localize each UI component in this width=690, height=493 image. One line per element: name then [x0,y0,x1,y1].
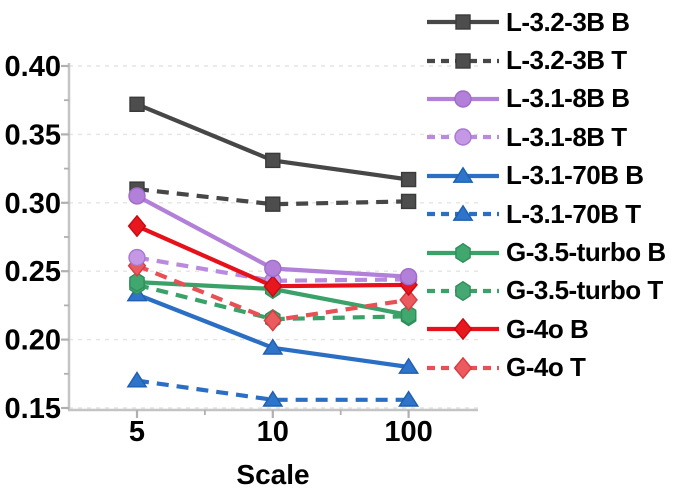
legend-label-l-3-1-8b-t: L-3.1-8B T [506,121,627,152]
legend-item-l-3-1-70b-b: L-3.1-70B B [427,157,666,195]
x-tick-label: 100 [384,416,432,448]
diamond-marker-g-4o-b [127,214,147,238]
square-icon [455,14,471,30]
legend-sample-l-3-1-8b-t [427,128,499,147]
legend-sample-g-3-5-turbo-t [427,280,499,302]
circle-marker-l-3-1-8b-b [128,187,146,205]
legend-sample-g-4o-b [427,318,499,341]
x-axis-title: Scale [236,459,309,490]
x-tick-label: 5 [129,416,145,448]
y-tick-label: 0.30 [5,188,61,220]
square-icon [455,52,471,69]
triangle-icon [452,166,474,183]
legend-sample-g-3-5-turbo-b [427,242,499,263]
chart-legend: L-3.2-3B B L-3.2-3B T L-3.1-8B B L-3.1-8B T… [427,3,666,387]
y-tick-label: 0.35 [5,119,61,151]
hexagon-icon [455,280,471,302]
legend-label-g-3-5-turbo-t: G-3.5-turbo T [506,275,663,306]
diamond-marker-g-4o-t [263,309,283,332]
circle-marker-l-3-1-8b-t [128,248,146,267]
circle-marker-l-3-1-8b-b [264,259,282,278]
legend-label-g-3-5-turbo-b: G-3.5-turbo B [506,237,666,268]
legend-sample-l-3-2-3b-b [427,14,499,30]
legend-label-l-3-1-8b-b: L-3.1-8B B [506,83,630,114]
x-tick-label: 10 [257,416,289,448]
y-tick-label: 0.20 [5,325,61,357]
legend-label-l-3-1-70b-b: L-3.1-70B B [506,160,644,191]
diamond-marker-g-4o-b [263,274,283,298]
series-line-l-3-2-3b-t [136,187,409,207]
legend-label-l-3-2-3b-b: L-3.2-3B B [506,6,630,37]
legend-item-l-3-1-70b-t: L-3.1-70B T [427,195,666,233]
square-marker-l-3-2-3b-b [265,152,281,169]
legend-sample-l-3-1-8b-b [427,90,499,108]
legend-item-g-3-5-turbo-b: G-3.5-turbo B [427,233,666,271]
diamond-icon [453,318,473,341]
legend-item-g-3-5-turbo-t: G-3.5-turbo T [427,272,666,310]
square-marker-l-3-2-3b-b [129,96,145,113]
legend-sample-l-3-1-70b-t [427,204,499,222]
legend-item-l-3-2-3b-b: L-3.2-3B B [427,3,666,41]
legend-label-l-3-1-70b-t: L-3.1-70B T [506,198,641,229]
legend-item-g-4o-b: G-4o B [427,310,666,348]
legend-item-g-4o-t: G-4o T [427,349,666,387]
series-line-l-3-1-8b-t [136,255,409,283]
y-tick-label: 0.25 [5,256,61,288]
legend-item-l-3-2-3b-t: L-3.2-3B T [427,41,666,79]
y-tick-label: 0.40 [5,51,61,83]
legend-sample-l-3-1-70b-b [427,166,499,183]
hexagon-icon [455,242,471,263]
triangle-icon [452,204,474,222]
legend-label-g-4o-t: G-4o T [506,352,586,383]
triangle-marker-l-3-1-70b-b [262,338,284,355]
diamond-marker-g-4o-t [399,288,418,312]
diamond-icon [453,356,473,380]
triangle-marker-l-3-1-70b-t [398,390,420,407]
circle-icon [454,90,472,108]
series-line-l-3-1-70b-t [136,378,409,402]
series-line-l-3-2-3b-b [136,102,409,182]
legend-label-l-3-2-3b-t: L-3.2-3B T [506,45,627,76]
legend-label-g-4o-b: G-4o B [506,313,589,344]
legend-item-l-3-1-8b-b: L-3.1-8B B [427,80,666,118]
square-marker-l-3-2-3b-t [265,196,281,212]
legend-sample-g-4o-t [427,356,499,380]
square-marker-l-3-2-3b-t [400,193,417,210]
legend-item-l-3-1-8b-t: L-3.1-8B T [427,118,666,156]
circle-icon [454,128,472,147]
hexagon-marker-g-3-5-turbo-b [129,271,145,293]
square-marker-l-3-2-3b-b [400,171,417,188]
circle-marker-l-3-1-8b-b [399,267,418,286]
triangle-marker-l-3-1-70b-t [126,371,148,388]
legend-sample-l-3-2-3b-t [427,52,499,69]
triangle-marker-l-3-1-70b-b [398,357,420,374]
triangle-marker-l-3-1-70b-t [262,390,284,407]
y-tick-label: 0.15 [5,393,61,425]
hexagon-marker-g-3-5-turbo-b [400,304,417,326]
